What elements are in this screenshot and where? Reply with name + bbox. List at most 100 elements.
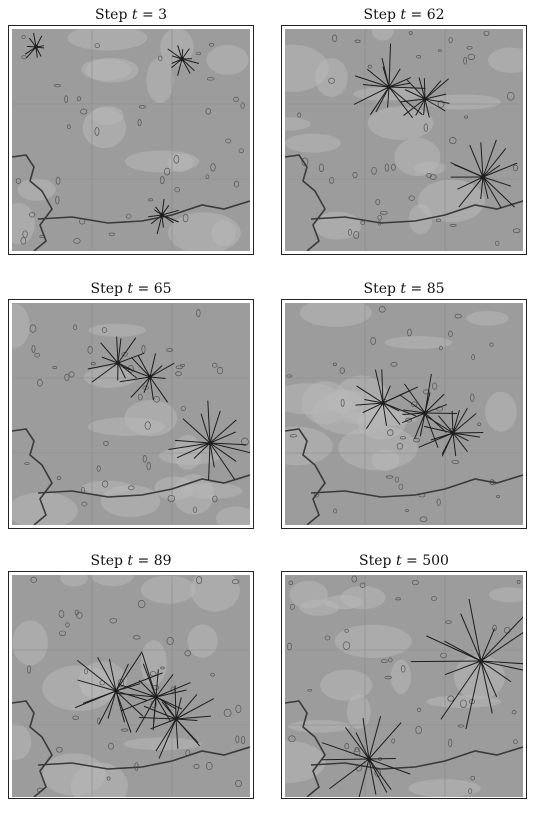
star-spoke [77,659,117,692]
map-marking [73,324,78,331]
terrain-patch [417,179,485,223]
terrain-patch [187,624,218,658]
terrain-patch [334,624,412,659]
star-spoke [100,342,119,364]
star-cluster [139,685,215,759]
map-marking [426,172,432,178]
map-marking [354,39,361,43]
star-spoke [424,98,450,104]
star-spoke [101,356,119,364]
terrain-patch [12,492,78,525]
star-spoke [358,758,370,797]
map-marking [210,163,216,172]
map-marking [205,107,212,115]
map-marking [68,371,75,378]
star-center [380,400,386,406]
map-marking [398,483,404,490]
terrain-patch [488,587,523,603]
caption-value: 500 [422,553,449,569]
star-spoke [423,413,454,434]
star-spoke [119,376,151,383]
star-spoke [175,718,201,747]
map-marking [449,137,457,145]
star-spoke [419,412,426,437]
star-spoke [150,718,177,730]
terrain-patch [140,640,167,686]
map-marking [477,422,482,426]
map-marking [90,361,96,366]
terrain-patch [190,575,240,612]
star-spoke [440,660,482,720]
map-marking [159,175,165,185]
map-marking [384,163,390,172]
map-marking [56,476,62,480]
star-spoke [424,373,432,414]
map-marking [37,379,43,387]
star-spoke [174,439,211,444]
terrain-patch [408,779,481,797]
terrain-patch [340,586,386,610]
star-spoke [368,758,388,793]
map-marking [158,55,163,62]
map-marking [436,218,442,222]
caption-equals: = [401,553,423,569]
map-marking [238,148,244,154]
terrain-patch [90,575,135,587]
map-marking [102,480,109,488]
star-spoke [388,77,411,88]
star-spoke [438,415,454,434]
terrain-patch [12,202,35,245]
map-marking [81,501,88,507]
star-spoke [117,338,122,364]
star-cluster [410,598,523,730]
map-marking [179,363,186,367]
star-spoke [155,682,191,698]
star-spoke [374,369,384,404]
star-spoke [480,176,484,200]
river-line [12,700,53,797]
star-spoke [209,442,247,446]
map-marking [206,77,215,81]
panel-caption: Step t = 89 [8,551,254,571]
panel-caption: Step t = 85 [281,279,527,299]
star-cluster [87,336,145,383]
map-marking [351,575,358,583]
map-marking [457,724,464,728]
star-spoke [362,402,384,414]
star-spoke [98,690,117,725]
map-marking [235,704,242,714]
map-marking [422,389,430,395]
star-spoke [399,394,426,414]
star-spoke [365,402,384,429]
star-spoke [418,77,426,100]
map-marking [147,198,154,202]
star-spoke [368,758,411,775]
map-marking [108,742,114,750]
star-spoke [135,696,157,733]
map-marking [127,485,135,491]
map-marking [149,671,157,677]
caption-variable: t [127,553,134,569]
map-marking [387,429,394,437]
star-spoke [388,82,410,88]
river-line [12,428,53,525]
star-spoke [77,679,117,692]
star-spoke [161,214,179,223]
map-marking [301,157,309,167]
map-marking [72,715,80,720]
map-marking [196,309,201,318]
star-spoke [130,376,151,398]
map-marking [332,34,338,42]
star-spoke [424,425,454,434]
star-spoke [452,432,468,453]
terrain-patch [88,323,146,337]
terrain-map [285,303,523,525]
star-spoke [143,376,151,393]
map-marking [205,174,210,180]
map-marking [73,238,81,244]
star-spoke [155,718,177,752]
star-spoke [175,694,198,720]
star-center [173,716,179,722]
star-cluster [321,716,411,797]
star-spoke [82,690,117,704]
